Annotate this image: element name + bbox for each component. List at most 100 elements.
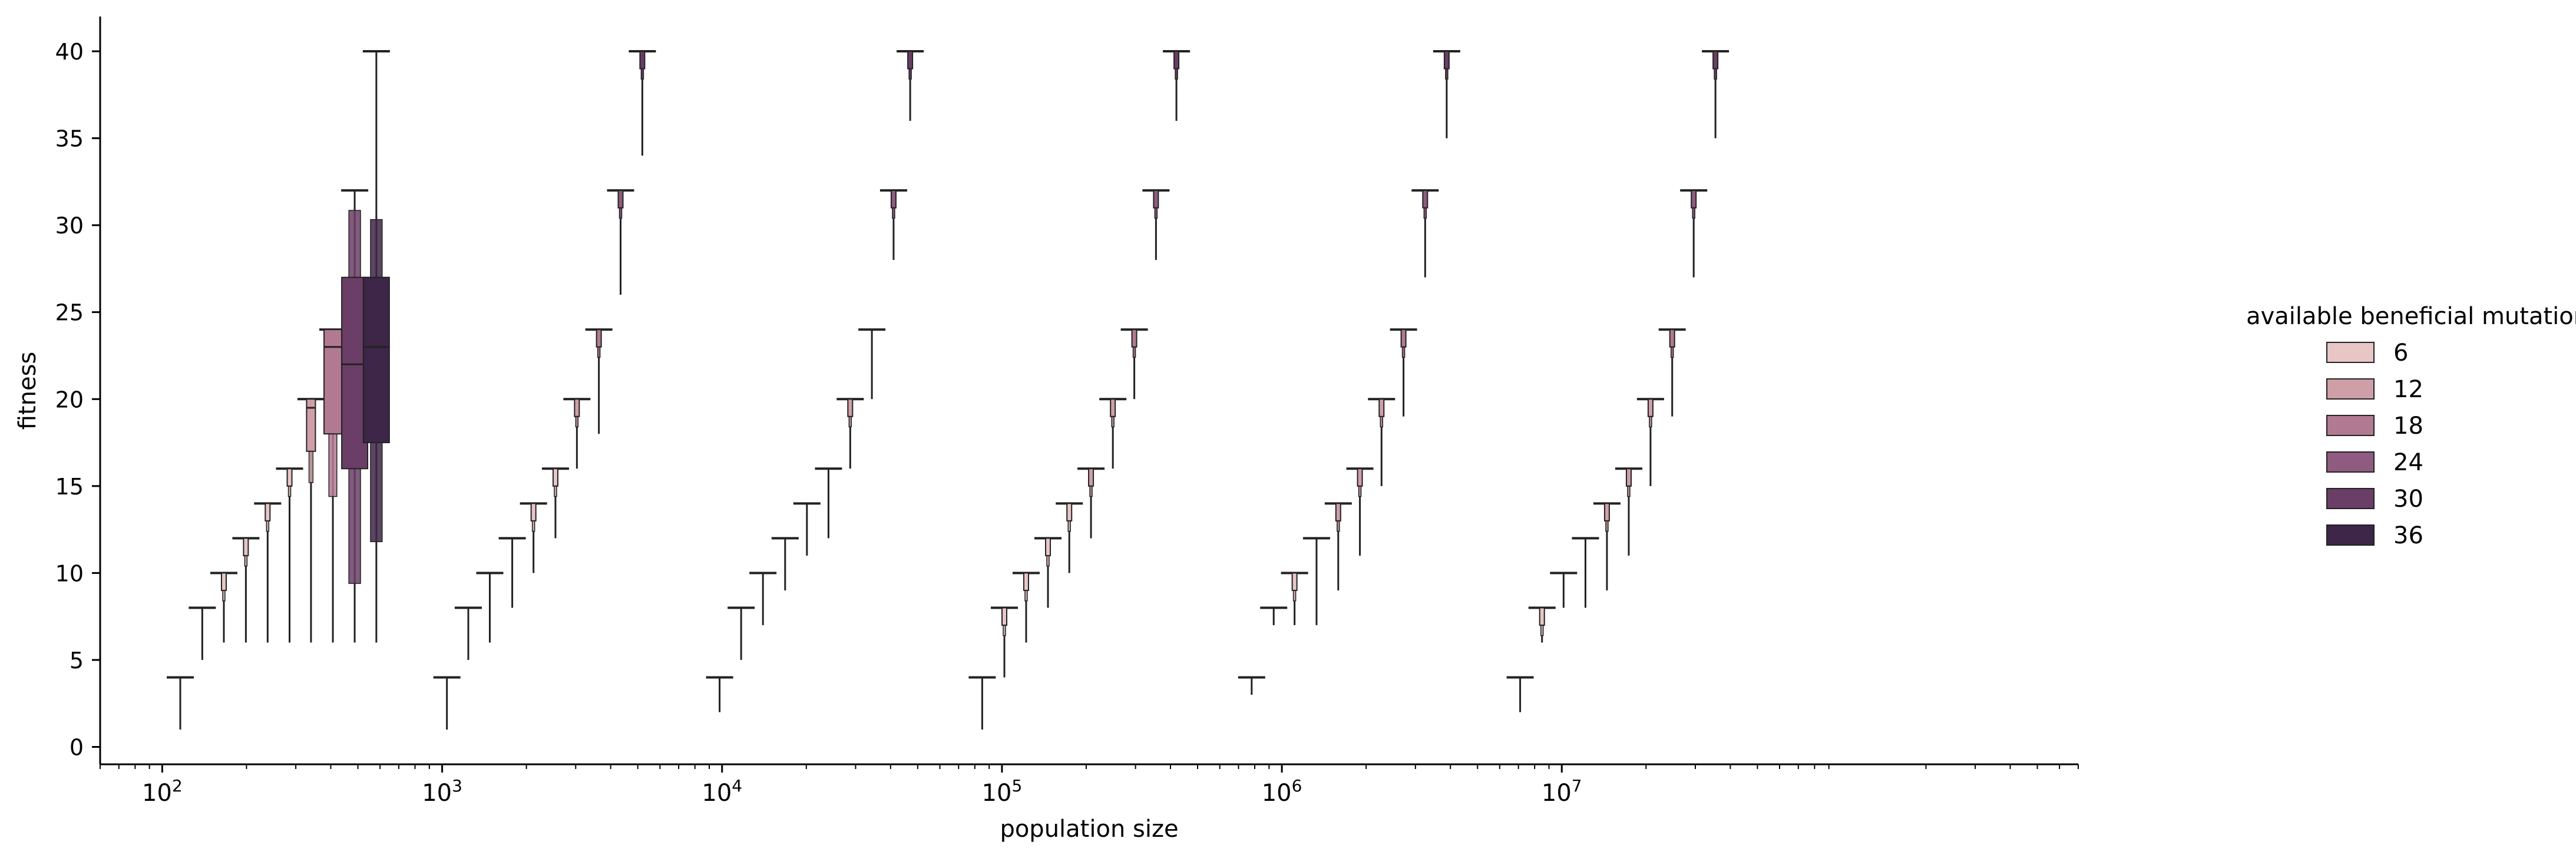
plot-area	[167, 50, 1730, 730]
boxen-group	[1120, 328, 1148, 400]
y-tick-label: 15	[55, 474, 84, 500]
legend-swatch	[2326, 415, 2375, 436]
boxen-group	[1433, 50, 1460, 138]
legend-swatch	[2326, 378, 2375, 400]
boxen-box	[574, 398, 580, 417]
x-tick-label: 105	[982, 776, 1023, 807]
boxen-group	[991, 606, 1019, 678]
boxen-group	[607, 189, 634, 295]
boxen-group	[1260, 606, 1288, 625]
boxen-box	[1023, 572, 1029, 591]
boxen-group	[836, 398, 864, 469]
legend-swatch	[2326, 524, 2375, 546]
boxen-group	[1368, 398, 1396, 486]
boxen-box	[306, 398, 316, 452]
boxen-group	[1636, 398, 1664, 486]
legend-label: 24	[2393, 449, 2423, 476]
legend: available beneficial mutations 6 12 18 24 30…	[2246, 303, 2576, 549]
boxen-group	[1528, 606, 1556, 643]
boxen-group	[1034, 537, 1062, 608]
boxen-box	[1603, 503, 1610, 522]
boxen-group	[563, 398, 591, 469]
boxen-group	[1702, 50, 1730, 138]
boxen-box	[1691, 190, 1697, 209]
boxen-box	[1712, 51, 1719, 70]
boxen-box	[1291, 572, 1298, 591]
boxen-box	[1443, 51, 1450, 70]
boxen-group	[362, 50, 390, 643]
boxen-box	[1669, 329, 1675, 348]
x-tick-label: 107	[1542, 776, 1582, 807]
boxen-group	[585, 328, 613, 434]
boxen-group	[1142, 189, 1170, 260]
boxen-group	[433, 676, 461, 730]
boxen-box	[286, 468, 293, 487]
legend-swatch	[2326, 342, 2375, 363]
boxen-group	[1238, 676, 1265, 695]
boxen-group	[728, 606, 755, 660]
y-axis-label: fitness	[14, 352, 41, 430]
legend-entries: 6 12 18 24 30 36	[2326, 339, 2423, 549]
boxen-group	[1680, 189, 1708, 278]
boxen-group	[1572, 537, 1599, 608]
boxen-box	[1153, 190, 1159, 209]
legend-swatch	[2326, 488, 2375, 509]
boxen-box	[1539, 607, 1545, 626]
boxen-box	[1422, 190, 1428, 209]
boxen-group	[1056, 502, 1083, 573]
boxen-group	[1390, 328, 1417, 417]
boxen-group	[541, 467, 569, 539]
boxen-box	[596, 329, 602, 348]
boxen-group	[858, 328, 886, 400]
boxen-box	[639, 51, 646, 70]
legend-label: 30	[2393, 486, 2423, 513]
legend-label: 12	[2393, 376, 2423, 403]
x-tick-label: 102	[142, 776, 183, 807]
boxen-box	[243, 537, 249, 556]
boxen-box	[1088, 468, 1094, 487]
boxen-group	[1281, 572, 1308, 625]
boxen-group	[189, 606, 216, 660]
boxen-group	[629, 50, 656, 156]
boxen-box	[1045, 537, 1051, 556]
boxen-group	[167, 676, 194, 730]
boxen-group	[749, 572, 777, 625]
boxen-group	[1615, 467, 1642, 556]
boxen-group	[476, 572, 504, 643]
x-ticks: 102 103 104 105 106 107	[100, 764, 2079, 807]
boxen-box	[1001, 607, 1008, 626]
y-tick-label: 5	[70, 648, 84, 674]
boxen-group	[1593, 502, 1621, 590]
boxen-box	[264, 503, 271, 522]
boxen-group	[968, 676, 996, 730]
boxen-box	[1173, 51, 1180, 70]
boxen-group	[454, 606, 482, 660]
boxen-box	[907, 51, 914, 70]
boxen-group	[498, 537, 526, 608]
boxen-group	[771, 537, 799, 590]
boxen-group	[815, 467, 842, 539]
x-axis-label: population size	[1000, 816, 1178, 843]
x-tick-label: 106	[1262, 776, 1302, 807]
boxen-group	[897, 50, 924, 121]
y-tick-label: 35	[55, 126, 84, 152]
boxen-group	[210, 572, 238, 643]
boxen-box	[362, 276, 390, 444]
boxen-box	[617, 190, 624, 209]
boxen-group	[1077, 467, 1105, 539]
boxen-box	[530, 503, 537, 522]
boxen-group	[1302, 537, 1330, 625]
boxen-group	[1346, 467, 1374, 556]
boxen-box	[221, 572, 227, 591]
boxen-group	[793, 502, 821, 556]
x-tick-label: 103	[422, 776, 462, 807]
boxen-group	[319, 328, 347, 643]
legend-swatch	[2326, 451, 2375, 473]
boxen-box	[323, 329, 343, 435]
boxen-group	[297, 398, 325, 643]
boxen-box	[1066, 503, 1073, 522]
boxen-group	[706, 676, 733, 712]
boxen-group	[1506, 676, 1534, 712]
boxen-group	[1411, 189, 1439, 278]
boxen-box	[847, 398, 854, 417]
